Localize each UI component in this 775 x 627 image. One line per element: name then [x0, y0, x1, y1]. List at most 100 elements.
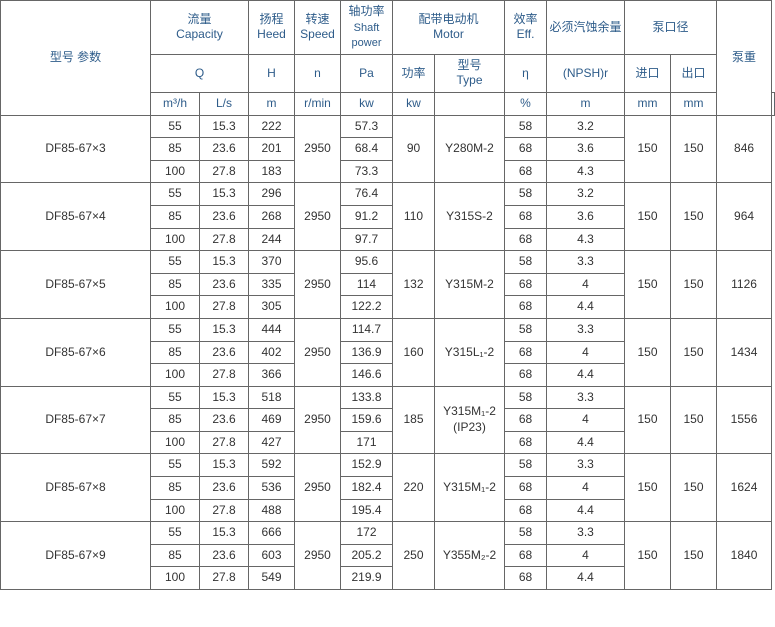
table-row: DF85-67×35515.3222295057.390Y280M-2583.2…: [1, 115, 775, 138]
cell-shaftpower: 205.2: [341, 544, 393, 567]
hdr-speed-en: Speed: [300, 27, 335, 41]
cell-speed: 2950: [295, 386, 341, 454]
cell-eff: 58: [505, 522, 547, 545]
hdr-motor: 配带电动机 Motor: [393, 1, 505, 55]
cell-motor-type: Y315S-2: [435, 183, 505, 251]
hdr-type-en: Type: [457, 73, 483, 87]
cell-head: 183: [249, 160, 295, 183]
cell-model: DF85-67×9: [1, 522, 151, 590]
cell-npshr: 4: [547, 341, 625, 364]
cell-eff: 68: [505, 431, 547, 454]
cell-shaftpower: 171: [341, 431, 393, 454]
hdr-motor-cn: 配带电动机: [419, 12, 479, 26]
table-row: DF85-67×45515.3296295076.4110Y315S-2583.…: [1, 183, 775, 206]
cell-shaftpower: 57.3: [341, 115, 393, 138]
u-mm-2: mm: [671, 92, 717, 115]
cell-npshr: 3.3: [547, 318, 625, 341]
hdr-shaft: 轴功率 Shaft power: [341, 1, 393, 55]
cell-motor-type: Y315M-2: [435, 251, 505, 319]
cell-flow-ls: 23.6: [200, 138, 249, 161]
cell-npshr: 4: [547, 544, 625, 567]
u-kg: kg: [772, 92, 775, 115]
cell-shaftpower: 76.4: [341, 183, 393, 206]
hdr-eff-cn: 效率: [514, 12, 538, 26]
cell-eff: 68: [505, 567, 547, 590]
cell-eff: 68: [505, 205, 547, 228]
hdr-capacity-cn: 流量: [187, 12, 211, 26]
cell-npshr: 3.3: [547, 251, 625, 274]
u-m-2: m: [547, 92, 625, 115]
cell-shaftpower: 114: [341, 273, 393, 296]
cell-flow-m3h: 100: [151, 228, 200, 251]
u-ls: L/s: [200, 92, 249, 115]
cell-shaftpower: 114.7: [341, 318, 393, 341]
cell-motor-type: Y315L₁-2: [435, 318, 505, 386]
cell-speed: 2950: [295, 318, 341, 386]
cell-flow-m3h: 55: [151, 251, 200, 274]
cell-flow-m3h: 85: [151, 138, 200, 161]
cell-shaftpower: 172: [341, 522, 393, 545]
cell-npshr: 3.6: [547, 205, 625, 228]
cell-head: 444: [249, 318, 295, 341]
cell-head: 244: [249, 228, 295, 251]
u-pct: %: [505, 92, 547, 115]
cell-npshr: 3.6: [547, 138, 625, 161]
cell-inlet: 150: [625, 318, 671, 386]
cell-flow-ls: 15.3: [200, 115, 249, 138]
cell-motor-kw: 220: [393, 454, 435, 522]
cell-flow-m3h: 55: [151, 454, 200, 477]
cell-head: 296: [249, 183, 295, 206]
cell-flow-m3h: 100: [151, 431, 200, 454]
cell-eff: 68: [505, 138, 547, 161]
cell-inlet: 150: [625, 251, 671, 319]
cell-eff: 58: [505, 454, 547, 477]
cell-npshr: 3.2: [547, 115, 625, 138]
hdr-type: 型号 Type: [435, 54, 505, 92]
cell-motor-kw: 160: [393, 318, 435, 386]
hdr-power-cn: 功率: [393, 54, 435, 92]
cell-inlet: 150: [625, 183, 671, 251]
cell-weight: 1126: [717, 251, 772, 319]
cell-npshr: 4: [547, 409, 625, 432]
cell-motor-type: Y315M₁-2 (IP23): [435, 386, 505, 454]
cell-motor-kw: 132: [393, 251, 435, 319]
cell-npshr: 4.4: [547, 567, 625, 590]
cell-eff: 58: [505, 183, 547, 206]
cell-flow-ls: 15.3: [200, 454, 249, 477]
hdr-speed-cn: 转速: [305, 12, 329, 26]
cell-inlet: 150: [625, 386, 671, 454]
cell-flow-m3h: 55: [151, 115, 200, 138]
cell-model: DF85-67×8: [1, 454, 151, 522]
cell-outlet: 150: [671, 318, 717, 386]
cell-shaftpower: 195.4: [341, 499, 393, 522]
cell-speed: 2950: [295, 251, 341, 319]
cell-flow-ls: 15.3: [200, 183, 249, 206]
cell-outlet: 150: [671, 183, 717, 251]
cell-head: 666: [249, 522, 295, 545]
u-m-1: m: [249, 92, 295, 115]
hdr-Pa: Pa: [341, 54, 393, 92]
hdr-npshr-cn: 必须汽蚀余量: [547, 1, 625, 55]
cell-npshr: 4.4: [547, 296, 625, 319]
hdr-heed-cn: 扬程: [259, 12, 283, 26]
cell-head: 268: [249, 205, 295, 228]
cell-flow-ls: 27.8: [200, 160, 249, 183]
cell-flow-m3h: 55: [151, 386, 200, 409]
cell-speed: 2950: [295, 522, 341, 590]
cell-motor-kw: 250: [393, 522, 435, 590]
cell-flow-m3h: 85: [151, 205, 200, 228]
cell-flow-ls: 23.6: [200, 205, 249, 228]
cell-weight: 1624: [717, 454, 772, 522]
cell-shaftpower: 219.9: [341, 567, 393, 590]
cell-flow-ls: 23.6: [200, 273, 249, 296]
cell-eff: 68: [505, 296, 547, 319]
cell-npshr: 4.3: [547, 160, 625, 183]
cell-outlet: 150: [671, 386, 717, 454]
cell-outlet: 150: [671, 115, 717, 183]
cell-flow-ls: 23.6: [200, 477, 249, 500]
cell-eff: 58: [505, 386, 547, 409]
hdr-motor-en: Motor: [433, 27, 464, 41]
cell-npshr: 3.3: [547, 386, 625, 409]
cell-flow-ls: 27.8: [200, 228, 249, 251]
cell-eff: 58: [505, 251, 547, 274]
